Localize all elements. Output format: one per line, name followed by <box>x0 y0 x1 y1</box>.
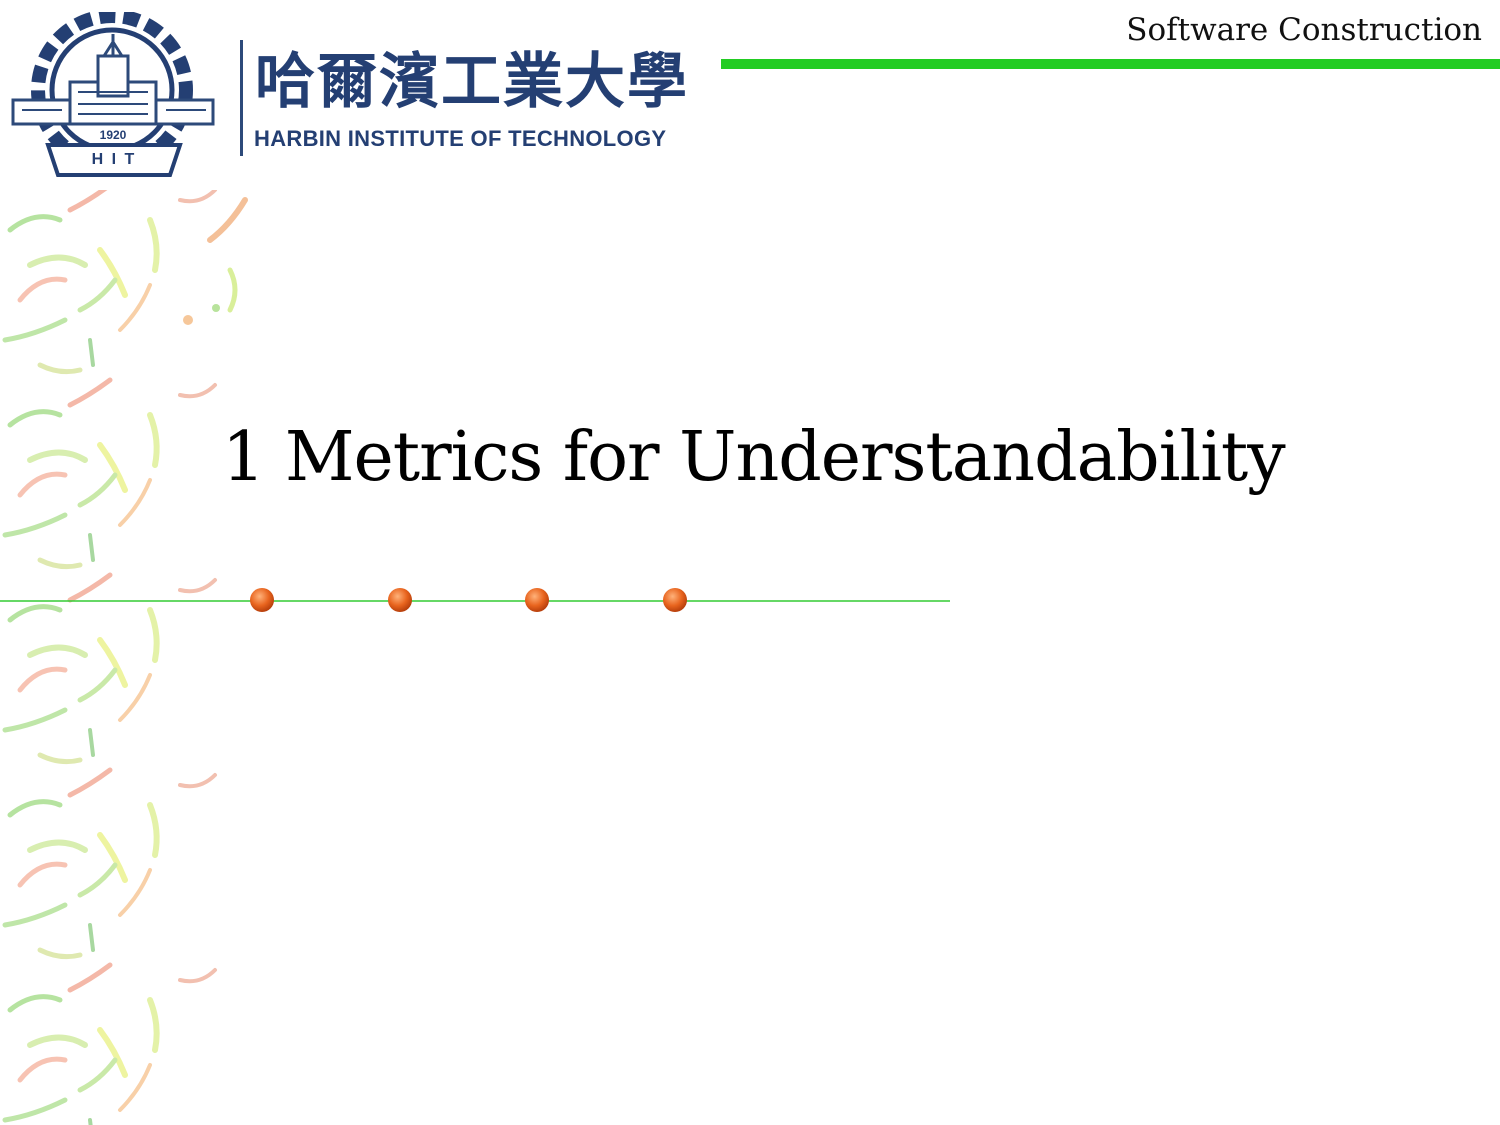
slide-title: 1 Metrics for Understandability <box>222 418 1286 497</box>
university-chinese-name: 哈爾濱工業大學 <box>255 47 689 117</box>
orange-dot-2 <box>388 588 412 612</box>
university-logo: 1920 H I T 哈爾濱工業大學 HARBIN INSTITUTE OF T… <box>10 12 710 182</box>
header-accent-bar <box>721 59 1500 69</box>
hit-emblem-icon: 1920 H I T <box>11 12 215 177</box>
orange-dot-3 <box>525 588 549 612</box>
emblem-year: 1920 <box>100 128 127 142</box>
logo-divider <box>240 40 243 156</box>
emblem-abbreviation: H I T <box>92 151 137 168</box>
orange-dot-1 <box>250 588 274 612</box>
course-title: Software Construction <box>1126 12 1482 48</box>
decorative-dot-line <box>0 588 950 612</box>
university-english-name: HARBIN INSTITUTE OF TECHNOLOGY <box>254 126 667 151</box>
orange-dot-4 <box>663 588 687 612</box>
decorative-leaf-pattern <box>0 190 248 1125</box>
